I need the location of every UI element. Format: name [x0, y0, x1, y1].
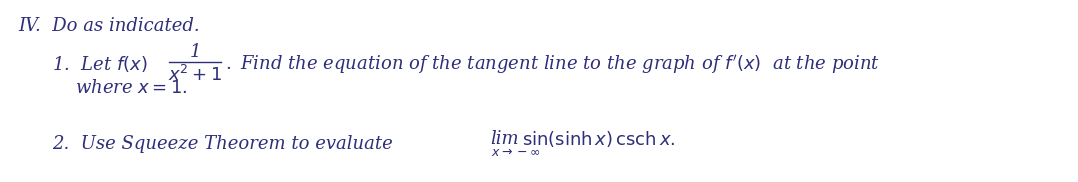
Text: $x\to-\infty$: $x\to-\infty$ — [490, 145, 540, 159]
Text: .: . — [225, 55, 231, 73]
Text: 1.  Let $f(x)$: 1. Let $f(x)$ — [52, 54, 148, 74]
Text: Find the equation of the tangent line to the graph of $f'(x)$  at the point: Find the equation of the tangent line to… — [229, 52, 880, 76]
Text: $\sin(\sinh x)\,\mathrm{csch}\, x.$: $\sin(\sinh x)\,\mathrm{csch}\, x.$ — [522, 129, 676, 149]
Text: where $x = 1.$: where $x = 1.$ — [75, 79, 188, 97]
Text: 1: 1 — [190, 43, 201, 61]
Text: $x^2 + 1$: $x^2 + 1$ — [168, 65, 222, 85]
Text: 2.  Use Squeeze Theorem to evaluate: 2. Use Squeeze Theorem to evaluate — [52, 135, 392, 153]
Text: lim: lim — [490, 130, 519, 148]
Text: IV.  Do as indicated.: IV. Do as indicated. — [18, 17, 199, 35]
